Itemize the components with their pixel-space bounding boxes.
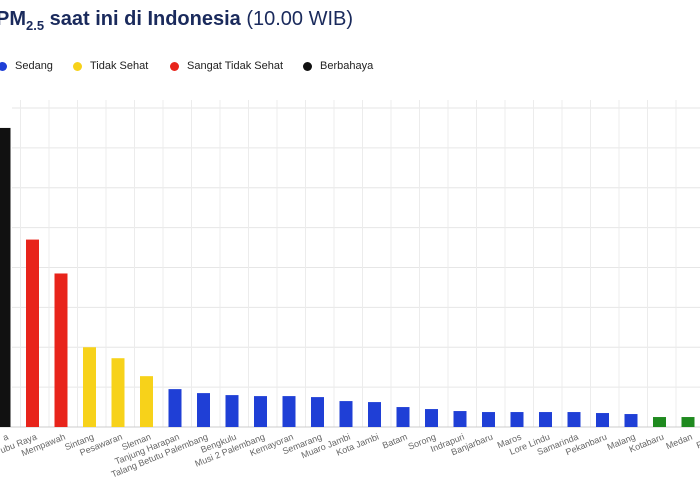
- x-tick-label-14: Batam: [381, 432, 409, 451]
- bar-10: [282, 396, 296, 427]
- bar-20: [567, 412, 581, 427]
- bar-1: [26, 239, 39, 427]
- bar-15: [425, 409, 438, 427]
- legend-item-sedang: Sedang: [0, 60, 53, 72]
- bar-21: [596, 413, 609, 427]
- bar-9: [254, 396, 267, 427]
- bar-22: [624, 414, 638, 427]
- legend-label-tidak-sehat: Tidak Sehat: [90, 60, 149, 72]
- x-tick-label-24: Medan: [664, 432, 693, 452]
- x-tick-label-0: a: [1, 432, 9, 443]
- legend-item-tidak-sehat: Tidak Sehat: [73, 60, 148, 72]
- legend-item-berbahaya: Berbahaya: [303, 60, 373, 72]
- bar-6: [168, 389, 182, 427]
- legend-swatch-sedang: [0, 61, 7, 71]
- legend-swatch-sangat-tidak-sehat: [170, 61, 179, 71]
- bar-16: [453, 411, 467, 427]
- bar-8: [225, 395, 239, 427]
- bar-23: [653, 417, 666, 427]
- bar-11: [311, 397, 324, 427]
- bar-17: [482, 412, 495, 427]
- legend-swatch-berbahaya: [303, 61, 312, 71]
- bar-18: [510, 412, 524, 427]
- bar-14: [396, 407, 410, 427]
- bar-0: [0, 127, 11, 427]
- legend-label-berbahaya: Berbahaya: [320, 60, 374, 72]
- bar-24: [681, 417, 695, 427]
- x-tick-label-25: Pangk: [695, 431, 700, 450]
- chart-title: PM2.5 saat ini di Indonesia (10.00 WIB): [0, 8, 354, 33]
- legend-label-sedang: Sedang: [15, 60, 53, 72]
- bar-4: [111, 358, 125, 427]
- bar-5: [140, 376, 153, 427]
- legend-label-sangat-tidak-sehat: Sangat Tidak Sehat: [187, 60, 284, 72]
- bar-2: [54, 273, 68, 427]
- bar-7: [197, 393, 210, 427]
- bar-12: [339, 401, 353, 427]
- bar-19: [539, 412, 552, 427]
- legend-item-sangat-tidak-sehat: Sangat Tidak Sehat: [170, 60, 283, 72]
- bar-3: [83, 347, 96, 427]
- legend-swatch-tidak-sehat: [73, 61, 82, 71]
- bar-13: [368, 402, 381, 427]
